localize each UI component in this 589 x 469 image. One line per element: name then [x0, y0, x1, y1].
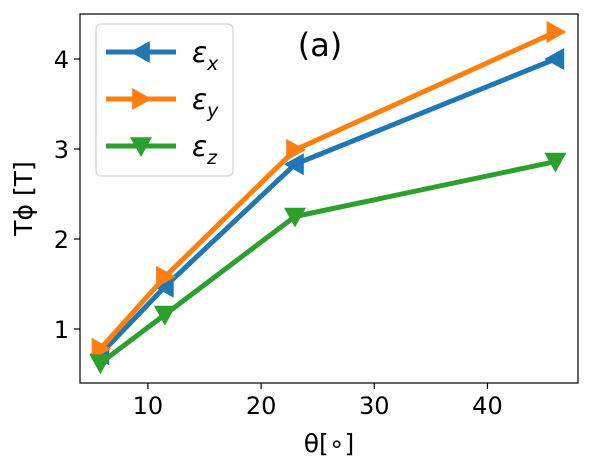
legend-marker: [132, 88, 152, 110]
x-tick-label: 30: [359, 392, 390, 420]
data-point-marker: [91, 337, 112, 360]
data-point-marker: [286, 138, 306, 161]
y-axis-label: Tϕ [T]: [9, 161, 38, 237]
data-point-marker: [156, 265, 176, 288]
ticks-layer: 10 20 30 40 1 2 3 4: [54, 46, 503, 420]
panel-label: (a): [298, 26, 343, 64]
series-z: [89, 152, 567, 375]
series-line: [98, 159, 556, 366]
x-axis-label: θ[∘]: [304, 429, 354, 458]
legend-item-z: εz: [106, 130, 218, 169]
data-point-marker: [89, 354, 112, 375]
data-point-marker: [544, 48, 565, 70]
series-line: [98, 29, 557, 351]
x-tick-label: 20: [246, 392, 277, 420]
data-point-marker: [284, 207, 306, 228]
data-point-marker: [546, 21, 567, 43]
y-tick-label: 2: [54, 226, 69, 254]
y-tick-label: 3: [54, 136, 69, 164]
y-tick-label: 4: [54, 46, 69, 74]
series-line: [98, 56, 557, 356]
x-tick-label: 10: [133, 392, 164, 420]
data-point-marker: [284, 153, 304, 176]
series-layer: [89, 21, 567, 375]
plot-frame: [79, 13, 579, 384]
legend-item-x: εx: [106, 36, 219, 75]
data-point-marker: [153, 275, 174, 298]
data-point-marker: [544, 152, 567, 173]
legend-marker: [130, 137, 152, 157]
x-tick-label: 40: [472, 392, 503, 420]
legend-marker: [130, 41, 150, 63]
series-y: [91, 21, 567, 360]
legend-label: εx: [192, 36, 219, 75]
y-tick-label: 1: [54, 316, 69, 344]
data-point-marker: [153, 305, 176, 326]
